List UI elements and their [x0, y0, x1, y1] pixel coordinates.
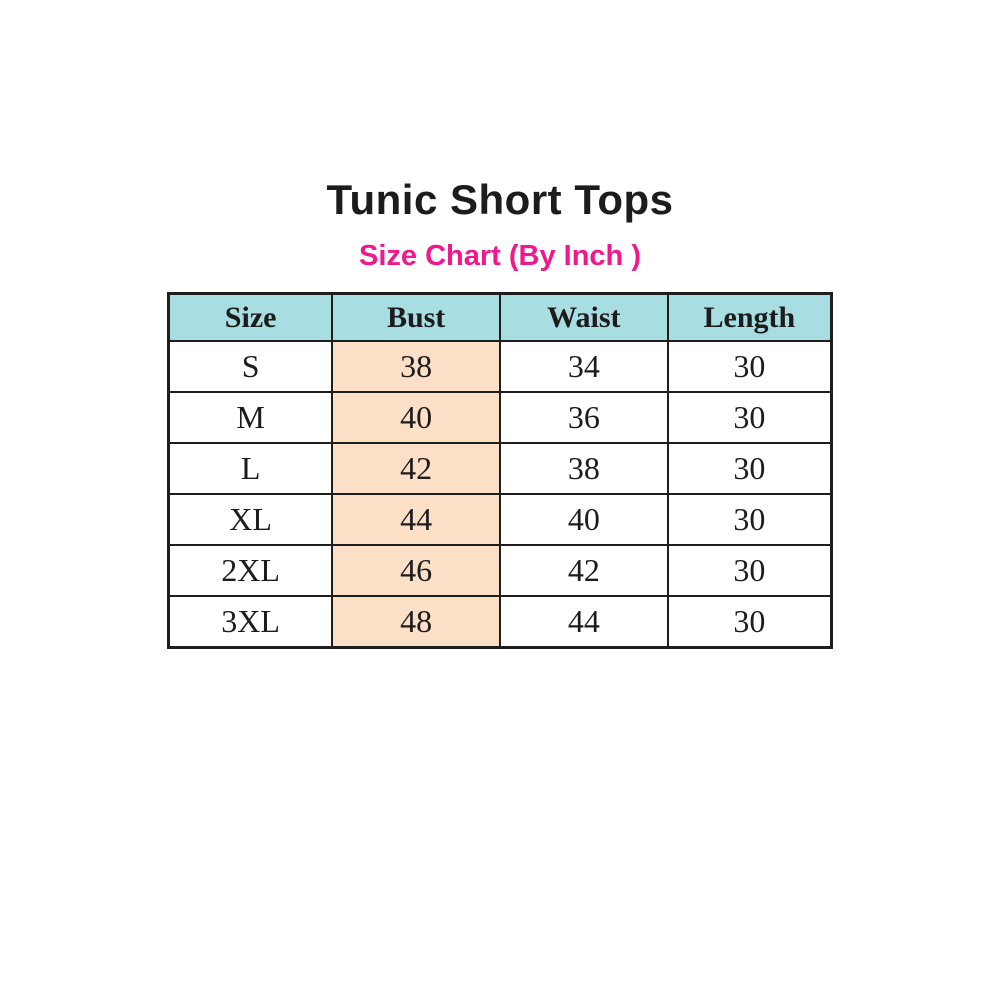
header-cell-length: Length [666, 292, 833, 342]
waist-cell: 38 [498, 442, 669, 495]
waist-cell: 34 [498, 340, 669, 393]
bust-cell: 48 [331, 595, 501, 649]
header-cell-size: Size [167, 292, 334, 342]
size-cell: L [167, 442, 334, 495]
size-cell: XL [167, 493, 334, 546]
table-row: XL 44 40 30 [167, 493, 833, 546]
length-cell: 30 [666, 442, 833, 495]
table-row: L 42 38 30 [167, 442, 833, 495]
length-cell: 30 [666, 595, 833, 649]
bust-cell: 46 [331, 544, 501, 597]
bust-cell: 40 [331, 391, 501, 444]
size-chart-table: Size Bust Waist Length S 38 34 30 M 40 3… [167, 292, 833, 649]
table-row: S 38 34 30 [167, 340, 833, 393]
bust-cell: 42 [331, 442, 501, 495]
table-row: 3XL 48 44 30 [167, 595, 833, 649]
length-cell: 30 [666, 544, 833, 597]
length-cell: 30 [666, 340, 833, 393]
bust-cell: 38 [331, 340, 501, 393]
table-row: M 40 36 30 [167, 391, 833, 444]
size-cell: M [167, 391, 334, 444]
waist-cell: 40 [498, 493, 669, 546]
length-cell: 30 [666, 493, 833, 546]
waist-cell: 36 [498, 391, 669, 444]
table-header-row: Size Bust Waist Length [167, 292, 833, 342]
header-cell-waist: Waist [498, 292, 669, 342]
table-row: 2XL 46 42 30 [167, 544, 833, 597]
page-title: Tunic Short Tops [326, 176, 674, 223]
waist-cell: 44 [498, 595, 669, 649]
length-cell: 30 [666, 391, 833, 444]
size-chart-subtitle: Size Chart (By Inch ) [359, 240, 641, 272]
size-cell: 3XL [167, 595, 334, 649]
size-cell: S [167, 340, 334, 393]
header-cell-bust: Bust [331, 292, 501, 342]
size-cell: 2XL [167, 544, 334, 597]
waist-cell: 42 [498, 544, 669, 597]
bust-cell: 44 [331, 493, 501, 546]
